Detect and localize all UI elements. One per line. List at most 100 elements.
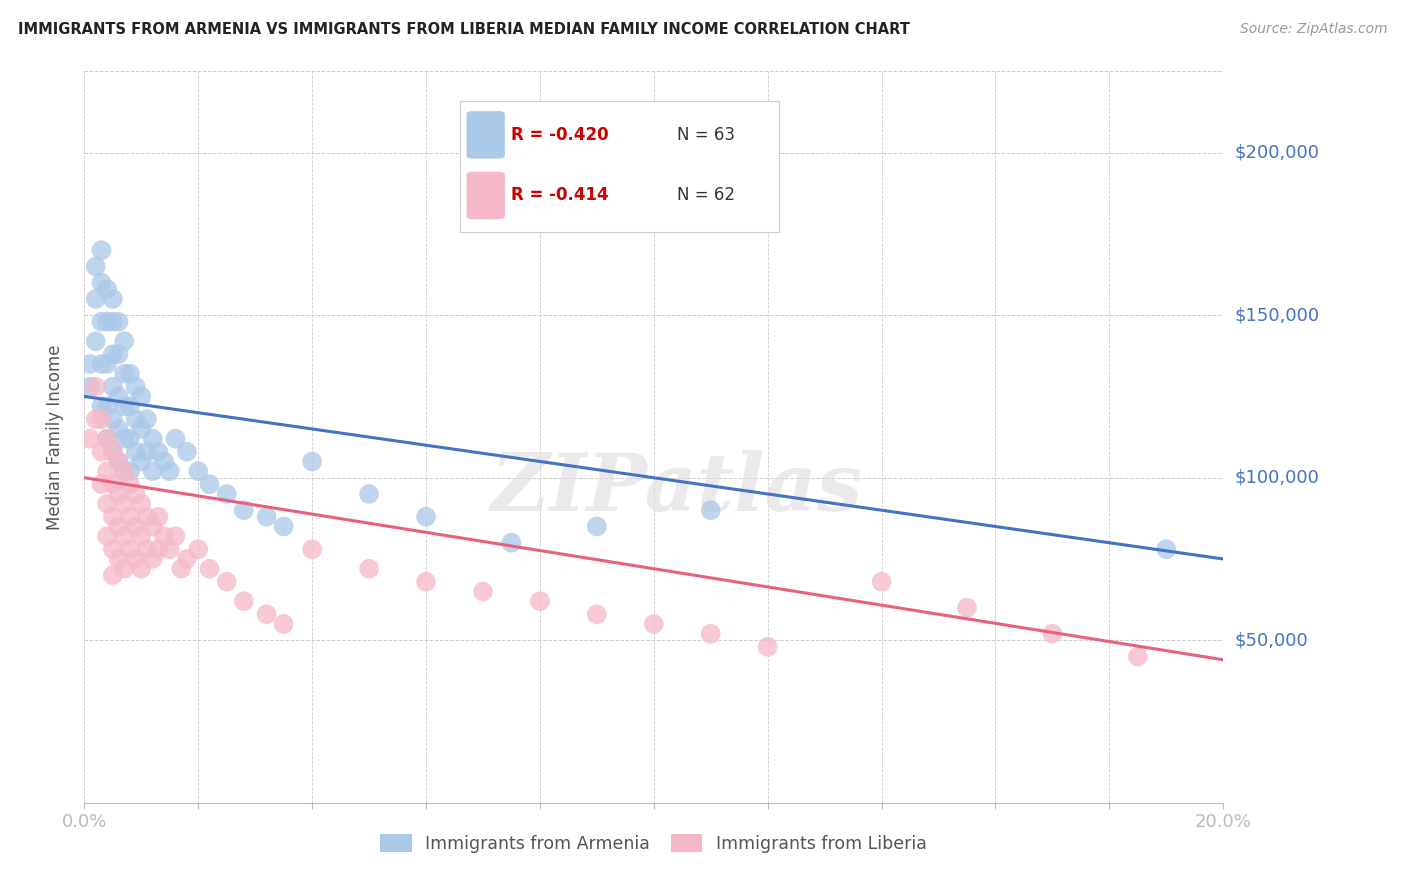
Point	[101, 380, 124, 394]
Point	[96, 399, 118, 413]
Point	[232, 594, 254, 608]
Point	[198, 477, 221, 491]
Point	[101, 444, 124, 458]
Point	[112, 464, 135, 478]
Point	[107, 519, 129, 533]
Text: IMMIGRANTS FROM ARMENIA VS IMMIGRANTS FROM LIBERIA MEDIAN FAMILY INCOME CORRELAT: IMMIGRANTS FROM ARMENIA VS IMMIGRANTS FR…	[18, 22, 910, 37]
Point	[142, 519, 165, 533]
Point	[124, 412, 146, 426]
Text: $50,000: $50,000	[1234, 632, 1308, 649]
Point	[118, 432, 141, 446]
Point	[956, 600, 979, 615]
Point	[96, 282, 118, 296]
Point	[96, 432, 118, 446]
Text: Source: ZipAtlas.com: Source: ZipAtlas.com	[1240, 22, 1388, 37]
Point	[118, 367, 141, 381]
Point	[107, 487, 129, 501]
Point	[118, 509, 141, 524]
Point	[107, 389, 129, 403]
Point	[148, 509, 170, 524]
Point	[131, 562, 153, 576]
Point	[101, 292, 124, 306]
Point	[153, 529, 176, 543]
Point	[256, 509, 278, 524]
Point	[79, 357, 101, 371]
Y-axis label: Median Family Income: Median Family Income	[45, 344, 63, 530]
Text: $200,000: $200,000	[1234, 144, 1319, 161]
Point	[101, 509, 124, 524]
Point	[112, 399, 135, 413]
Point	[124, 552, 146, 566]
Point	[107, 347, 129, 361]
Point	[107, 454, 129, 468]
Point	[84, 260, 107, 274]
Point	[586, 519, 609, 533]
Point	[84, 334, 107, 348]
Point	[176, 444, 198, 458]
Point	[118, 477, 141, 491]
Point	[107, 315, 129, 329]
Point	[101, 347, 124, 361]
Legend: Immigrants from Armenia, Immigrants from Liberia: Immigrants from Armenia, Immigrants from…	[374, 827, 934, 860]
Point	[131, 454, 153, 468]
Point	[256, 607, 278, 622]
Point	[359, 562, 381, 576]
Point	[131, 389, 153, 403]
Point	[96, 432, 118, 446]
Point	[415, 509, 437, 524]
Point	[586, 607, 609, 622]
Point	[359, 487, 381, 501]
Point	[187, 542, 209, 557]
Point	[101, 542, 124, 557]
Point	[131, 422, 153, 436]
Point	[124, 487, 146, 501]
Point	[96, 464, 118, 478]
Point	[124, 444, 146, 458]
Point	[870, 574, 893, 589]
Point	[90, 357, 112, 371]
Point	[96, 315, 118, 329]
Point	[96, 497, 118, 511]
Point	[215, 574, 238, 589]
Text: $150,000: $150,000	[1234, 306, 1319, 324]
Point	[84, 292, 107, 306]
Point	[165, 529, 187, 543]
Point	[124, 380, 146, 394]
Point	[118, 464, 141, 478]
Point	[153, 454, 176, 468]
Point	[159, 464, 181, 478]
Point	[96, 357, 118, 371]
Point	[101, 444, 124, 458]
Point	[136, 542, 159, 557]
Point	[301, 542, 323, 557]
Point	[79, 432, 101, 446]
Text: $100,000: $100,000	[1234, 468, 1319, 487]
Point	[472, 584, 495, 599]
Point	[273, 617, 295, 632]
Point	[79, 380, 101, 394]
Point	[415, 574, 437, 589]
Text: ZIPatlas: ZIPatlas	[491, 450, 863, 527]
Point	[136, 509, 159, 524]
Point	[84, 380, 107, 394]
Point	[142, 464, 165, 478]
Point	[700, 503, 723, 517]
Point	[112, 432, 135, 446]
Point	[90, 399, 112, 413]
Point	[118, 542, 141, 557]
Point	[107, 454, 129, 468]
Point	[198, 562, 221, 576]
Point	[131, 497, 153, 511]
Point	[112, 562, 135, 576]
Point	[118, 399, 141, 413]
Point	[1156, 542, 1178, 557]
Point	[1126, 649, 1149, 664]
Point	[142, 432, 165, 446]
Point	[165, 432, 187, 446]
Point	[170, 562, 193, 576]
Point	[273, 519, 295, 533]
Point	[148, 444, 170, 458]
Point	[90, 444, 112, 458]
Point	[1042, 626, 1064, 640]
Point	[90, 243, 112, 257]
